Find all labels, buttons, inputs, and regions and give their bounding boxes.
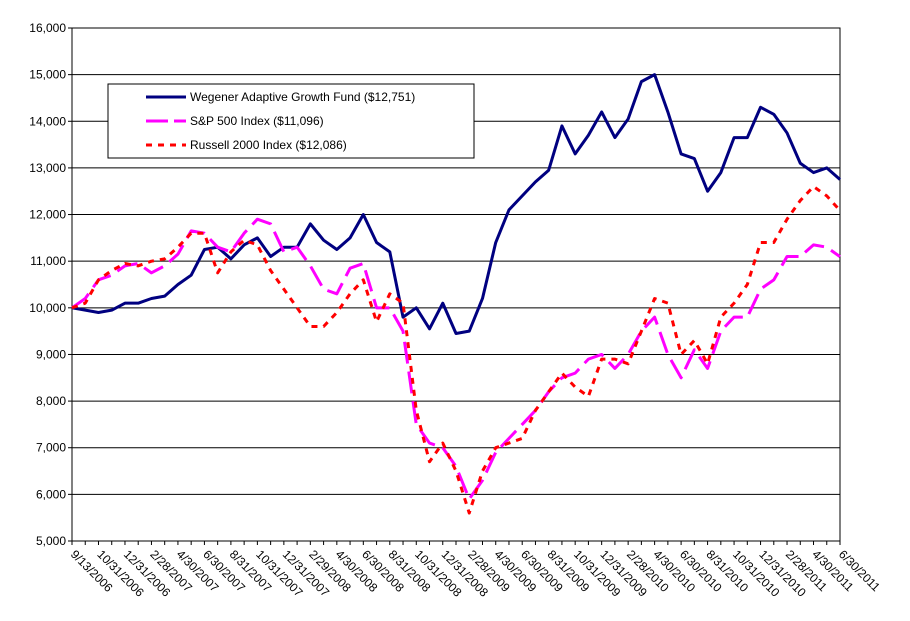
series-line <box>71 185 842 515</box>
legend-label: Wegener Adaptive Growth Fund ($12,751) <box>190 90 415 104</box>
y-tick-label: 12,000 <box>29 208 66 222</box>
legend-label: S&P 500 Index ($11,096) <box>190 114 324 128</box>
y-tick-label: 13,000 <box>29 161 66 175</box>
y-tick-label: 6,000 <box>36 487 66 501</box>
y-tick-label: 16,000 <box>29 21 66 35</box>
y-tick-label: 15,000 <box>29 68 66 82</box>
y-tick-label: 8,000 <box>36 394 66 408</box>
legend-label: Russell 2000 Index ($12,086) <box>190 138 347 152</box>
y-tick-label: 7,000 <box>36 441 66 455</box>
series-line <box>71 73 841 335</box>
y-tick-label: 11,000 <box>30 254 66 268</box>
y-tick-label: 10,000 <box>29 301 66 315</box>
y-tick-label: 9,000 <box>36 347 66 361</box>
y-tick-label: 5,000 <box>36 534 66 548</box>
y-tick-label: 14,000 <box>29 114 66 128</box>
